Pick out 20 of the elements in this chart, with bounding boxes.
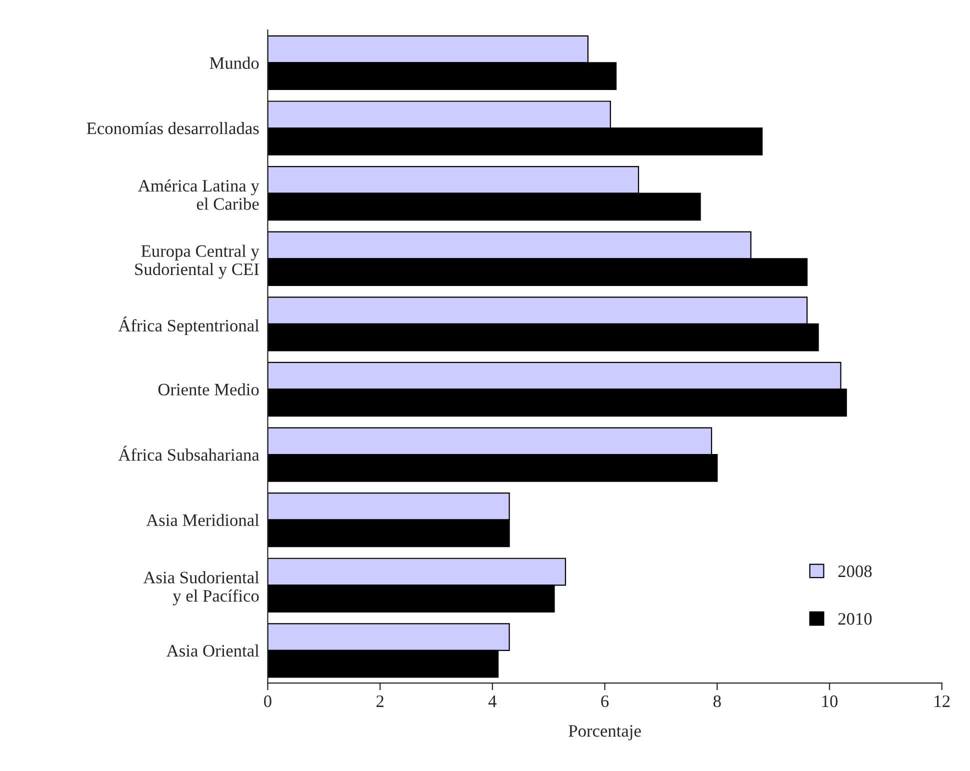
legend-label: 2010: [838, 613, 872, 625]
y-tick-label: Asia Sudoriental y el Pacífico: [143, 571, 260, 606]
x-axis-title: Porcentaje: [568, 725, 641, 740]
x-tick-label: 2: [376, 695, 384, 707]
y-tick-label: América Latina y el Caribe: [138, 179, 260, 210]
x-tick-label: 0: [264, 695, 272, 708]
y-tick-label: Economías desarrolladas: [86, 122, 259, 134]
y-tick-label: África Septentrional: [118, 316, 260, 336]
y-tick-label: África Subsahariana: [118, 446, 260, 461]
y-tick-label: Oriente Medio: [158, 383, 259, 396]
y-tick-label: Asia Meridional: [146, 514, 260, 526]
x-tick-label: 6: [601, 695, 609, 708]
x-tick-label: 8: [713, 695, 721, 708]
y-tick-label: Europa Central y Sudoriental y CEI: [135, 244, 260, 279]
x-tick-label: 4: [488, 696, 497, 707]
y-tick-label: Mundo: [210, 56, 259, 69]
x-tick-label: 10: [822, 695, 838, 708]
x-tick-label: 12: [934, 695, 950, 707]
legend-label: 2008: [838, 565, 872, 578]
y-tick-label: Asia Oriental: [166, 644, 260, 657]
